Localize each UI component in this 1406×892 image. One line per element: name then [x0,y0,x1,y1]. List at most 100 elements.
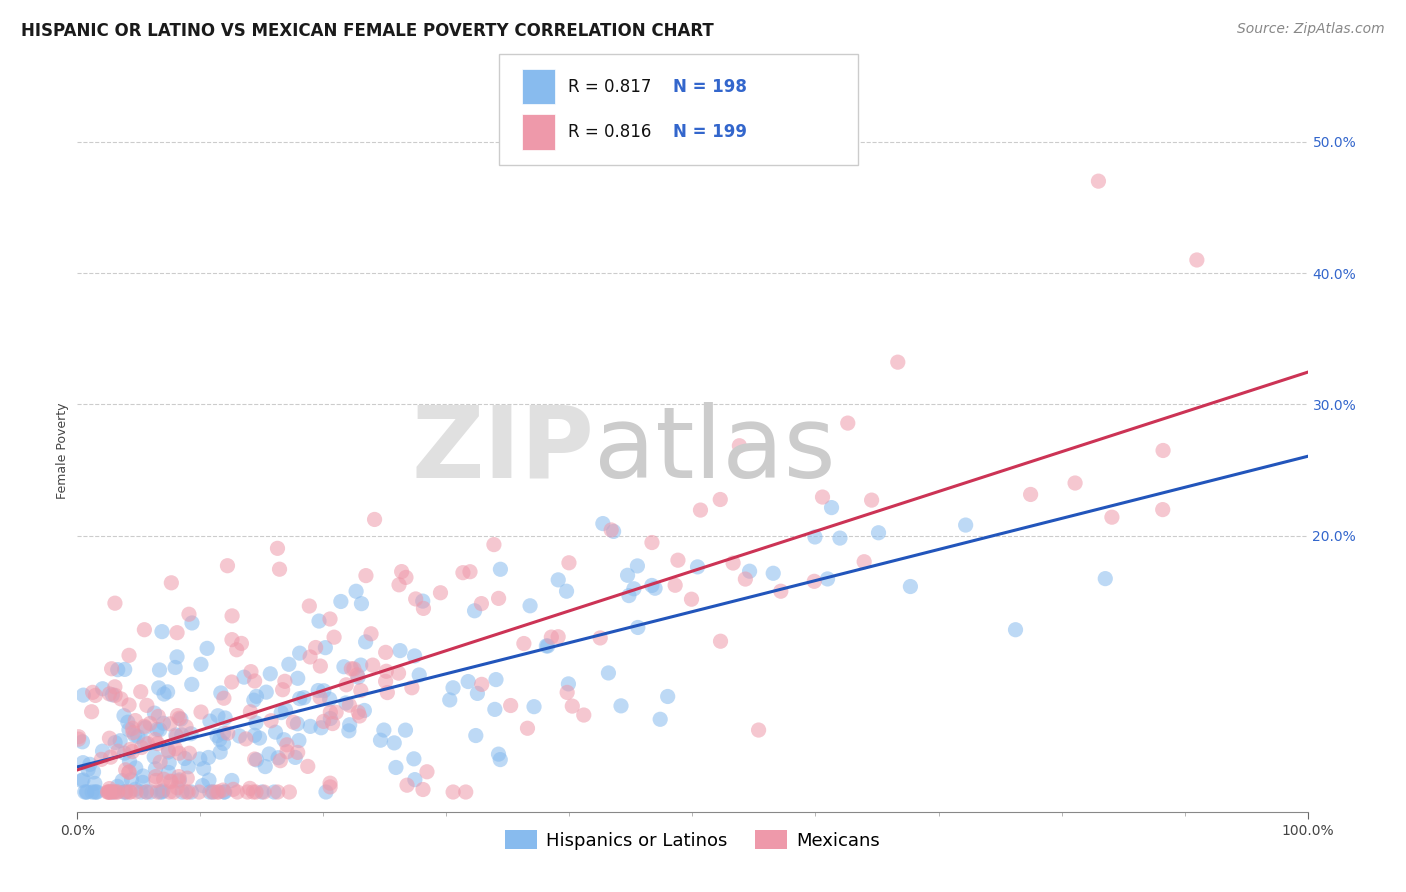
Point [297,759,319,773]
Y-axis label: Female Poverty: Female Poverty [56,402,69,499]
Point [117,715,139,730]
Point [198,714,221,728]
Point [166,625,188,640]
Text: ZIP: ZIP [411,402,595,499]
Point [626,558,648,573]
Point [107,744,129,758]
Point [325,706,347,720]
Point [239,781,262,796]
Point [152,716,174,731]
Point [217,726,239,740]
Point [482,538,505,552]
Point [125,785,148,799]
Point [98,785,121,799]
Point [222,782,245,797]
Point [170,712,193,726]
Point [709,634,731,648]
Point [274,703,297,717]
Point [312,714,335,729]
Point [547,573,569,587]
Point [404,648,426,663]
Point [245,785,267,799]
Point [354,568,377,582]
Point [180,677,202,691]
Point [337,698,360,713]
Point [107,780,129,794]
Point [233,670,256,684]
Point [641,535,664,549]
Point [157,745,180,759]
Point [139,785,162,799]
Point [209,745,232,759]
Point [165,730,187,744]
Point [308,614,330,628]
Point [242,785,264,799]
Point [387,666,409,681]
Point [263,785,285,799]
Point [354,635,377,649]
Point [91,744,114,758]
Point [485,673,508,687]
Point [1064,475,1087,490]
Point [135,698,157,713]
Point [134,735,156,749]
Point [169,772,191,787]
Point [333,659,356,673]
Point [363,512,385,526]
Point [108,733,131,747]
Point [195,641,218,656]
Point [1185,252,1208,267]
Point [104,680,127,694]
Point [315,785,337,799]
Point [160,575,183,590]
Point [153,687,176,701]
Point [266,785,288,799]
Point [174,720,197,734]
Legend: Hispanics or Latinos, Mexicans: Hispanics or Latinos, Mexicans [498,823,887,857]
Point [370,733,392,747]
Point [118,755,141,769]
Point [610,698,633,713]
Point [309,659,332,673]
Point [143,749,166,764]
Point [429,586,451,600]
Point [513,636,536,650]
Point [226,785,249,799]
Point [101,688,124,702]
Point [287,716,309,731]
Point [127,730,149,744]
Point [100,750,122,764]
Point [412,782,434,797]
Point [236,785,259,799]
Point [405,591,427,606]
Text: R = 0.816: R = 0.816 [568,123,651,141]
Point [250,785,273,799]
Point [1019,487,1042,501]
Point [243,728,266,742]
Point [146,737,169,751]
Point [181,615,204,630]
Point [77,763,100,777]
Point [149,755,172,769]
Point [107,785,129,799]
Point [887,355,910,369]
Point [134,719,156,733]
Point [516,721,538,735]
Point [152,772,174,787]
Point [457,674,479,689]
Point [243,752,266,766]
Point [488,591,510,606]
Point [350,658,373,673]
Point [114,763,136,777]
Point [165,741,187,756]
Point [191,779,214,793]
Point [271,682,294,697]
Point [160,774,183,789]
Point [105,785,128,799]
Point [180,727,202,741]
Point [180,785,202,799]
Point [523,699,546,714]
Point [188,785,211,799]
Point [132,775,155,789]
Point [451,566,474,580]
